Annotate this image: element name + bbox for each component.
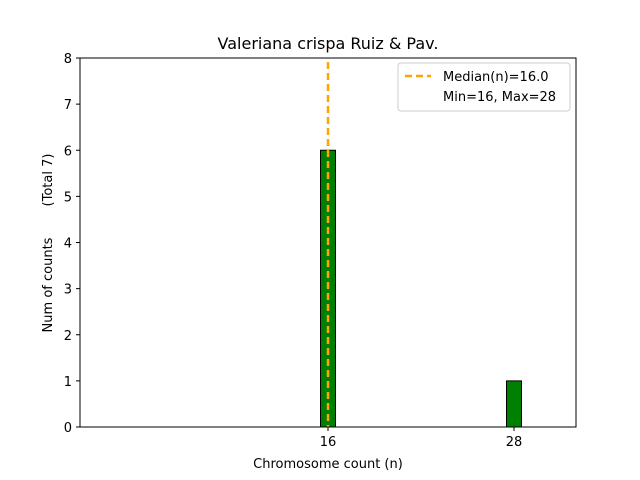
x-axis-ticks: 16 28 [320,427,523,450]
bars-layer [320,149,522,428]
y-tick-label: 3 [64,283,72,298]
legend-median-label: Median(n)=16.0 [443,70,549,85]
legend-box [397,62,571,112]
y-axis-ticks: 0 1 2 3 4 5 6 7 8 [64,52,80,436]
y-tick-label: 6 [64,144,72,159]
y-tick-label: 2 [64,329,72,344]
y-tick-label: 0 [64,421,72,436]
x-tick-label: 16 [320,435,337,450]
y-tick-label: 1 [64,375,72,390]
bar-28 [506,380,522,428]
y-tick-label: 4 [64,237,72,252]
x-tick-label: 28 [506,435,523,450]
legend-range-label: Min=16, Max=28 [443,90,556,105]
legend: Median(n)=16.0 Min=16, Max=28 [397,62,571,112]
y-tick-label: 8 [64,52,72,67]
x-axis-label: Chromosome count (n) [253,457,403,472]
y-axis-label: Num of counts [41,237,56,332]
chart-title: Valeriana crispa Ruiz & Pav. [218,34,439,53]
y-axis-total-label: (Total 7) [41,154,56,207]
y-tick-label: 5 [64,190,72,205]
y-tick-label: 7 [64,98,72,113]
